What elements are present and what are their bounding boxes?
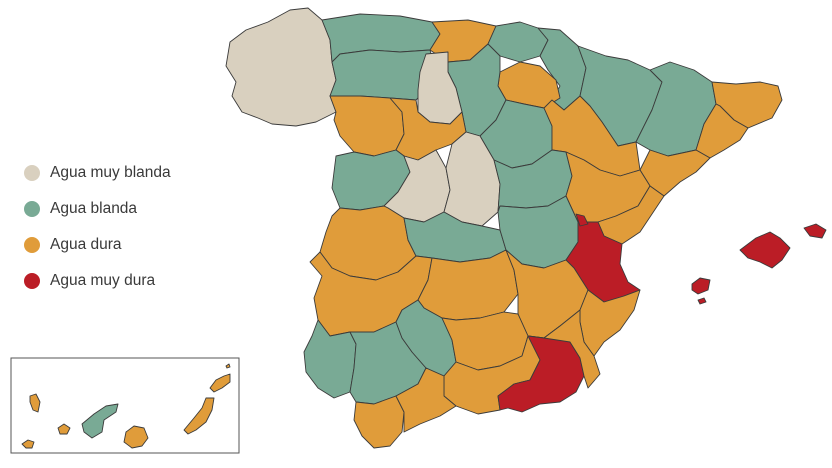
legend-swatch-muy-dura — [24, 273, 40, 289]
legend-swatch-muy-blanda — [24, 165, 40, 181]
region-almeria — [543, 309, 601, 389]
legend-label-dura: Agua dura — [50, 236, 122, 253]
region-ibiza — [691, 277, 711, 295]
region-la-gomera — [57, 423, 71, 435]
legend-item-muy-dura: Agua muy dura — [24, 263, 171, 299]
region-valencia-enclave — [575, 213, 589, 227]
legend-label-blanda: Agua blanda — [50, 200, 138, 217]
legend-item-dura: Agua dura — [24, 227, 171, 263]
legend: Agua muy blanda Agua blanda Agua dura Ag… — [24, 155, 171, 299]
legend-item-muy-blanda: Agua muy blanda — [24, 155, 171, 191]
region-mallorca — [739, 231, 791, 269]
region-gran-canaria — [123, 425, 149, 449]
region-alicante — [579, 289, 641, 357]
region-graciosa — [225, 363, 231, 369]
legend-swatch-blanda — [24, 201, 40, 217]
region-cadiz — [353, 395, 405, 449]
region-ciudad-real — [417, 249, 519, 321]
region-fuerteventura — [183, 397, 215, 435]
legend-label-muy-dura: Agua muy dura — [50, 272, 156, 289]
region-zamora — [329, 95, 405, 157]
region-lanzarote — [209, 373, 231, 393]
legend-item-blanda: Agua blanda — [24, 191, 171, 227]
region-la-palma — [29, 393, 41, 413]
region-malaga — [395, 367, 457, 433]
legend-label-muy-blanda: Agua muy blanda — [50, 164, 171, 181]
region-huelva — [303, 319, 357, 399]
legend-swatch-dura — [24, 237, 40, 253]
region-tarragona — [639, 149, 711, 197]
region-galicia — [225, 7, 337, 127]
region-menorca — [803, 223, 827, 239]
region-madrid — [443, 131, 501, 227]
region-formentera — [697, 297, 707, 305]
region-el-hierro — [21, 439, 35, 449]
region-barcelona — [695, 103, 749, 159]
canary-inset-frame — [10, 357, 240, 454]
region-tenerife — [81, 403, 119, 439]
